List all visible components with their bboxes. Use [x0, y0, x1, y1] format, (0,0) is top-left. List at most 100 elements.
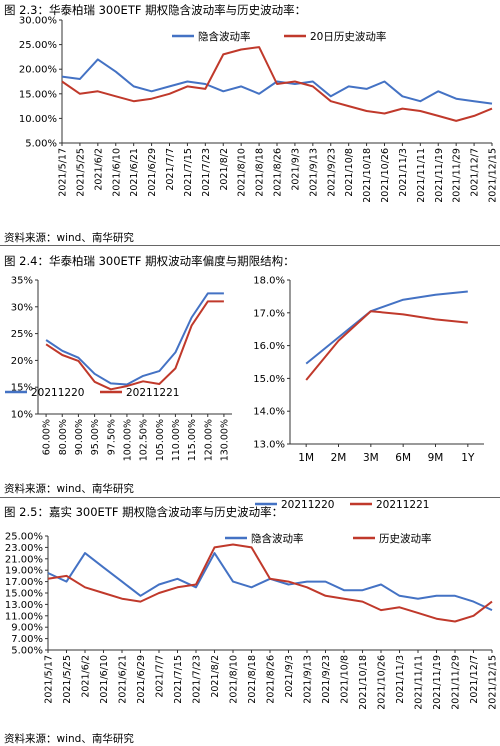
x-tick-label: 2021/9/13	[303, 655, 314, 704]
y-tick-label: 10.00%	[19, 114, 57, 125]
x-tick-label: 2021/7/15	[183, 148, 194, 197]
y-tick-label: 19.00%	[5, 566, 43, 577]
x-tick-label: 2021/11/19	[434, 148, 445, 203]
divider	[0, 245, 500, 246]
x-tick-label: 97.50%	[106, 419, 117, 455]
legend-label: 20211220	[31, 387, 84, 399]
x-tick-label: 2021/6/10	[99, 655, 110, 704]
x-tick-label: 2021/8/2	[210, 655, 221, 698]
x-tick-label: 2021/10/26	[377, 655, 388, 710]
x-tick-label: 1M	[298, 452, 314, 464]
x-tick-label: 90.00%	[74, 419, 85, 455]
x-tick-label: 2021/10/26	[380, 148, 391, 203]
x-tick-label: 2021/6/2	[93, 148, 104, 191]
x-tick-label: 2021/12/15	[488, 148, 499, 203]
y-tick-label: 13.0%	[253, 440, 285, 451]
y-tick-label: 18.0%	[253, 276, 285, 287]
x-tick-label: 2021/11/3	[395, 655, 406, 704]
x-tick-label: 2021/9/3	[290, 148, 301, 191]
legend-label: 隐含波动率	[198, 30, 251, 43]
caption-fig24: 图 2.4：华泰柏瑞 300ETF 期权波动率偏度与期限结构：	[4, 254, 295, 268]
y-tick-label: 10%	[11, 410, 33, 421]
x-tick-label: 2021/10/8	[340, 655, 351, 704]
y-tick-label: 17.0%	[253, 308, 285, 319]
x-tick-label: 2021/7/23	[192, 655, 203, 704]
series-line-2	[45, 300, 224, 391]
x-tick-label: 1Y	[461, 452, 475, 464]
x-tick-label: 2021/8/18	[247, 655, 258, 704]
x-tick-label: 115.00%	[187, 419, 198, 461]
x-tick-label: 2021/6/29	[147, 148, 158, 197]
source-fig24: 资料来源：wind、南华研究	[4, 483, 134, 495]
x-tick-label: 2021/10/18	[358, 655, 369, 710]
y-tick-label: 16.0%	[253, 341, 285, 352]
legend-label: 20211221	[376, 499, 429, 511]
x-tick-label: 95.00%	[90, 419, 101, 455]
x-tick-label: 2021/8/26	[266, 655, 277, 704]
y-tick-label: 5.00%	[25, 139, 57, 150]
series-line-2	[305, 310, 468, 381]
x-tick-label: 2021/6/21	[129, 148, 140, 197]
x-tick-label: 2021/8/26	[273, 148, 284, 197]
chart-fig24-term: 13.0% 14.0% 15.0% 16.0% 17.0% 18.0% 1M 2M 3M 6M 9M…	[253, 276, 484, 511]
chart-fig24-skew: 10% 15% 20% 25% 30% 35% 60.00% 80.00% 90.00% 95.0…	[5, 276, 232, 461]
x-tick-label: 2021/10/8	[344, 148, 355, 197]
x-tick-label: 2021/6/21	[118, 655, 129, 704]
source-fig23: 资料来源：wind、南华研究	[4, 232, 134, 244]
series-line-2	[47, 543, 493, 623]
y-tick-label: 25.00%	[19, 40, 57, 51]
x-tick-label: 2021/8/18	[255, 148, 266, 197]
x-tick-label: 2021/11/11	[414, 655, 425, 710]
legend-label: 20日历史波动率	[310, 30, 386, 43]
y-tick-label: 15%	[11, 383, 33, 394]
x-tick-label: 2021/11/3	[398, 148, 409, 197]
x-tick-label: 2021/5/17	[58, 148, 69, 197]
x-tick-label: 100.00%	[122, 419, 133, 461]
source-fig25: 资料来源：wind、南华研究	[4, 733, 134, 745]
x-tick-label: 102.50%	[139, 419, 150, 461]
x-tick-label: 2021/6/10	[111, 148, 122, 197]
x-tick-label: 2021/7/7	[155, 655, 166, 698]
x-tick-label: 2021/11/11	[416, 148, 427, 203]
y-tick-label: 15.0%	[253, 374, 285, 385]
x-tick-label: 2021/11/29	[452, 148, 463, 203]
y-tick-label: 35%	[11, 276, 33, 287]
y-tick-label: 15.00%	[19, 89, 57, 100]
y-tick-label: 11.00%	[5, 611, 43, 622]
divider	[0, 497, 500, 498]
x-tick-label: 6M	[395, 452, 411, 464]
x-tick-label: 60.00%	[42, 419, 53, 455]
legend-label: 历史波动率	[379, 532, 432, 545]
x-tick-label: 2021/5/25	[62, 655, 73, 704]
x-tick-label: 130.00%	[219, 419, 230, 461]
x-tick-label: 2021/6/2	[81, 655, 92, 698]
series-line-1	[305, 290, 468, 365]
x-tick-label: 2021/8/10	[229, 655, 240, 704]
x-tick-label: 9M	[428, 452, 444, 464]
y-tick-label: 23.00%	[5, 543, 43, 554]
chart-fig23: 5.00% 10.00% 15.00% 20.00% 25.00% 30.00% 2021/…	[19, 16, 499, 203]
y-tick-label: 14.0%	[253, 407, 285, 418]
y-tick-label: 7.00%	[11, 634, 43, 645]
y-tick-label: 15.00%	[5, 589, 43, 600]
x-tick-label: 2021/8/10	[237, 148, 248, 197]
x-tick-label: 2021/11/29	[451, 655, 462, 710]
chart-fig25: 5.00%7.00%9.00%11.00%13.00%15.00%17.00%1…	[5, 532, 499, 710]
y-tick-label: 9.00%	[11, 623, 43, 634]
series-line-1	[45, 292, 224, 386]
x-tick-label: 2021/7/15	[173, 655, 184, 704]
x-tick-label: 2021/5/25	[75, 148, 86, 197]
series-line-2	[61, 46, 493, 122]
x-tick-label: 2021/7/23	[201, 148, 212, 197]
y-tick-label: 25%	[11, 329, 33, 340]
x-tick-label: 3M	[363, 452, 379, 464]
x-tick-label: 2021/7/7	[165, 148, 176, 191]
y-tick-label: 30.00%	[19, 16, 57, 27]
legend-label: 隐含波动率	[251, 532, 304, 545]
legend-label: 20211220	[281, 499, 334, 511]
y-tick-label: 13.00%	[5, 600, 43, 611]
x-tick-label: 2021/12/7	[470, 148, 481, 197]
y-tick-label: 20.00%	[19, 65, 57, 76]
x-tick-label: 2021/9/23	[326, 148, 337, 197]
x-tick-label: 80.00%	[58, 419, 69, 455]
